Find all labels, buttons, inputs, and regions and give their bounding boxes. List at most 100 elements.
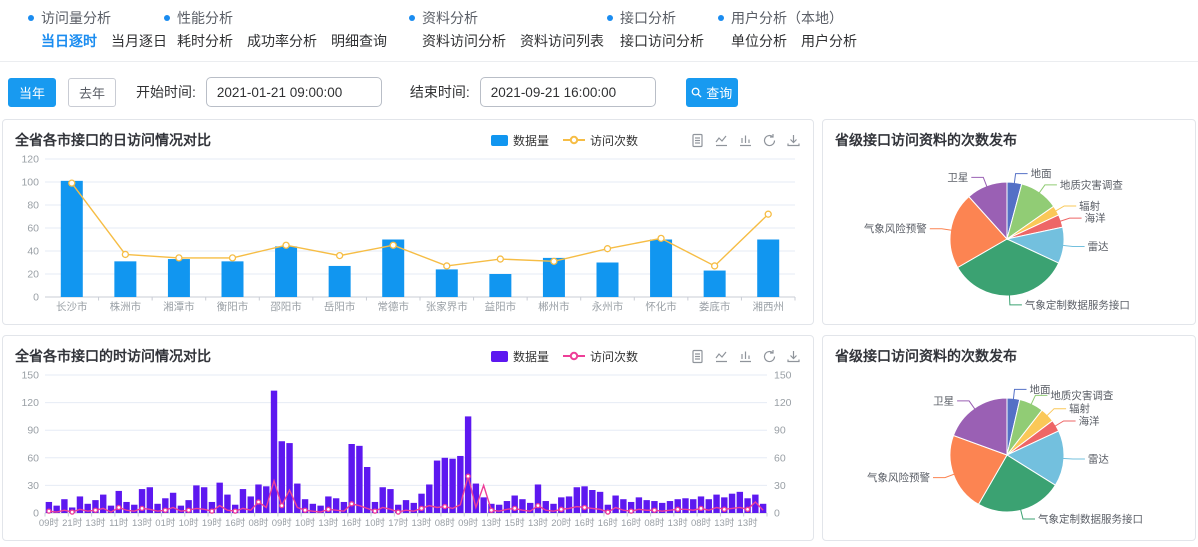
svg-text:40: 40 xyxy=(27,246,39,258)
svg-text:卫星: 卫星 xyxy=(933,395,954,407)
panel-province-pie-top: 省级接口访问资料的次数发布 地面地质灾害调查辐射海洋雷达气象定制数据服务接口气象… xyxy=(822,119,1196,325)
bullet-icon xyxy=(607,15,613,21)
svg-text:岳阳市: 岳阳市 xyxy=(324,300,356,313)
hourly-bar-line-chart[interactable]: 0030306060909012012015015009时21时13时11时13… xyxy=(15,367,801,533)
nav-group-title: 资料分析 xyxy=(409,7,607,29)
save-image-icon[interactable] xyxy=(786,349,801,364)
data-view-icon[interactable] xyxy=(690,133,705,148)
end-time-input[interactable] xyxy=(480,77,656,107)
switch-bar-chart-icon[interactable] xyxy=(738,349,753,364)
legend-item-data-volume[interactable]: 数据量 xyxy=(491,348,549,365)
svg-text:09时: 09时 xyxy=(458,517,479,529)
query-button-label: 查询 xyxy=(706,83,732,102)
svg-text:海洋: 海洋 xyxy=(1079,415,1101,428)
nav-group-label: 用户分析（本地） xyxy=(731,8,843,28)
svg-text:13时: 13时 xyxy=(411,517,432,529)
last-year-button[interactable]: 去年 xyxy=(68,78,116,107)
bar-swatch-icon xyxy=(491,135,508,146)
svg-text:卫星: 卫星 xyxy=(947,172,968,184)
svg-text:08时: 08时 xyxy=(691,517,712,529)
nav-group-users: 用户分析（本地） 单位分析 用户分析 xyxy=(718,7,857,61)
panel-title: 全省各市接口的时访问情况对比 xyxy=(15,346,211,366)
nav-item-time-cost[interactable]: 耗时分析 xyxy=(177,31,233,51)
legend-item-data-volume[interactable]: 数据量 xyxy=(491,132,549,149)
nav-group-interface: 接口分析 接口访问分析 xyxy=(607,7,718,61)
svg-text:益阳市: 益阳市 xyxy=(485,300,517,313)
nav-group-title: 访问量分析 xyxy=(28,7,164,29)
nav-group-label: 访问量分析 xyxy=(41,8,111,28)
svg-text:海洋: 海洋 xyxy=(1085,212,1107,225)
nav-item-interface-access[interactable]: 接口访问分析 xyxy=(620,31,704,51)
panel-title: 全省各市接口的日访问情况对比 xyxy=(15,130,211,150)
this-year-button[interactable]: 当年 xyxy=(8,78,56,107)
svg-text:怀化市: 怀化市 xyxy=(645,300,677,313)
dashboard-grid: 全省各市接口的日访问情况对比 数据量 访问次数 020406080100120长 xyxy=(0,119,1198,541)
nav-item-data-access-analysis[interactable]: 资料访问分析 xyxy=(422,31,506,51)
nav-item-daily-month[interactable]: 当月逐日 xyxy=(111,31,167,51)
svg-text:0: 0 xyxy=(774,508,780,520)
nav-group-label: 性能分析 xyxy=(177,8,233,28)
nav-item-detail-query[interactable]: 明细查询 xyxy=(331,31,387,51)
svg-text:长沙市: 长沙市 xyxy=(56,300,88,313)
svg-text:10时: 10时 xyxy=(295,517,316,529)
svg-text:21时: 21时 xyxy=(62,517,83,529)
svg-text:雷达: 雷达 xyxy=(1088,241,1110,253)
svg-text:株洲市: 株洲市 xyxy=(110,300,142,313)
query-button[interactable]: 查询 xyxy=(686,78,738,107)
svg-text:张家界市: 张家界市 xyxy=(426,300,468,313)
svg-text:地面: 地面 xyxy=(1029,383,1050,396)
daily-bar-line-chart[interactable]: 020406080100120长沙市株洲市湘潭市衡阳市邵阳市岳阳市常德市张家界市… xyxy=(15,151,801,317)
panel-title: 省级接口访问资料的次数发布 xyxy=(835,346,1017,366)
nav-item-hourly-today[interactable]: 当日逐时 xyxy=(41,31,97,51)
nav-group-visits: 访问量分析 当日逐时 当月逐日 xyxy=(28,7,164,61)
nav-group-title: 性能分析 xyxy=(164,7,409,29)
svg-text:11时: 11时 xyxy=(109,517,129,529)
svg-text:地质灾害调查: 地质灾害调查 xyxy=(1050,389,1113,402)
svg-text:15时: 15时 xyxy=(505,517,526,529)
data-view-icon[interactable] xyxy=(690,349,705,364)
svg-text:08时: 08时 xyxy=(248,517,269,529)
legend-item-visit-count[interactable]: 访问次数 xyxy=(563,348,638,365)
chart-toolbox xyxy=(690,349,801,364)
chart-legend: 数据量 访问次数 xyxy=(491,132,638,149)
svg-text:30: 30 xyxy=(774,480,786,492)
province-access-pie-chart[interactable]: 地面地质灾害调查辐射海洋雷达气象定制数据服务接口气象风险预警卫星 xyxy=(835,151,1183,319)
switch-line-chart-icon[interactable] xyxy=(714,349,729,364)
svg-text:90: 90 xyxy=(27,425,39,437)
nav-group-performance: 性能分析 耗时分析 成功率分析 明细查询 xyxy=(164,7,409,61)
restore-icon[interactable] xyxy=(762,133,777,148)
restore-icon[interactable] xyxy=(762,349,777,364)
svg-text:150: 150 xyxy=(21,370,39,382)
svg-text:16时: 16时 xyxy=(342,517,363,529)
end-time-label: 结束时间: xyxy=(410,82,470,102)
legend-label: 访问次数 xyxy=(590,132,638,149)
nav-item-user-analysis[interactable]: 用户分析 xyxy=(801,31,857,51)
svg-text:30: 30 xyxy=(27,480,39,492)
legend-item-visit-count[interactable]: 访问次数 xyxy=(563,132,638,149)
nav-item-success-rate[interactable]: 成功率分析 xyxy=(247,31,317,51)
svg-text:60: 60 xyxy=(774,452,786,464)
svg-text:湘潭市: 湘潭市 xyxy=(163,300,195,313)
nav-group-label: 资料分析 xyxy=(422,8,478,28)
svg-text:13时: 13时 xyxy=(481,517,502,529)
svg-text:13时: 13时 xyxy=(528,517,549,529)
svg-text:01时: 01时 xyxy=(155,517,176,529)
svg-text:16时: 16时 xyxy=(575,517,596,529)
nav-item-unit-analysis[interactable]: 单位分析 xyxy=(731,31,787,51)
save-image-icon[interactable] xyxy=(786,133,801,148)
svg-text:10时: 10时 xyxy=(179,517,200,529)
switch-bar-chart-icon[interactable] xyxy=(738,133,753,148)
province-access-pie-chart[interactable]: 地面地质灾害调查辐射海洋雷达气象定制数据服务接口气象风险预警卫星 xyxy=(835,367,1183,535)
svg-text:10时: 10时 xyxy=(365,517,386,529)
svg-text:娄底市: 娄底市 xyxy=(699,300,731,313)
nav-item-data-access-list[interactable]: 资料访问列表 xyxy=(520,31,604,51)
svg-text:衡阳市: 衡阳市 xyxy=(217,300,249,313)
svg-text:雷达: 雷达 xyxy=(1088,454,1109,466)
svg-text:郴州市: 郴州市 xyxy=(538,300,570,313)
chart-legend: 数据量 访问次数 xyxy=(491,348,638,365)
switch-line-chart-icon[interactable] xyxy=(714,133,729,148)
svg-text:120: 120 xyxy=(21,397,39,409)
bullet-icon xyxy=(718,15,724,21)
filter-bar: 当年 去年 开始时间: 结束时间: 查询 xyxy=(8,77,1198,107)
start-time-input[interactable] xyxy=(206,77,382,107)
